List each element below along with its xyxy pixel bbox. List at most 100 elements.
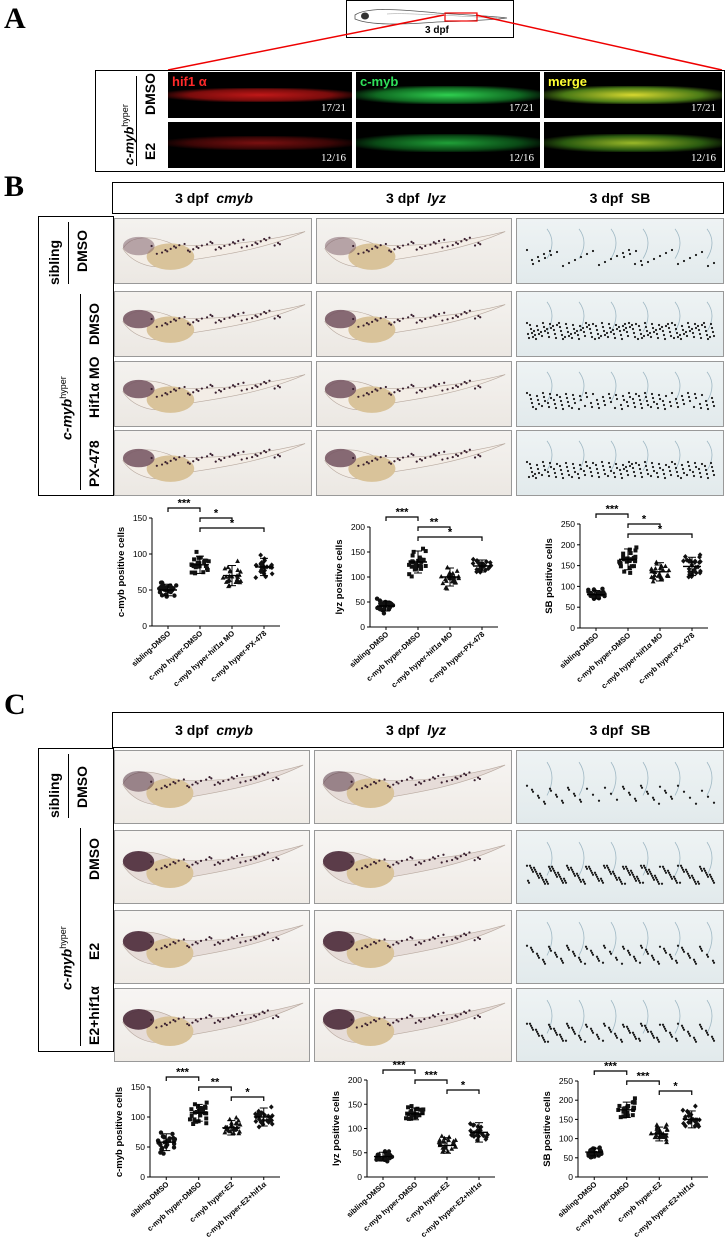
data-point [265,1113,271,1119]
data-point [478,1127,483,1133]
data-point [618,1115,623,1120]
whole-mount-image [516,750,724,824]
data-point [203,1105,208,1110]
data-point [624,559,629,564]
data-point [441,1147,447,1153]
data-point [378,601,383,606]
data-point [654,1122,660,1127]
data-point [630,1113,635,1118]
significance-label: * [214,508,219,520]
y-tick-label: 0 [357,1172,362,1182]
significance-label: ** [430,517,439,529]
data-point [269,571,275,577]
data-point [196,555,201,560]
data-point [222,1129,228,1135]
y-tick-label: 50 [564,1153,574,1163]
panel-b-header-cmyb: 3 dpf cmyb [175,190,253,206]
significance-bracket [626,1080,660,1085]
data-point [633,548,638,553]
y-tick-label: 150 [559,1114,573,1124]
data-point [618,561,623,566]
data-point [686,1119,691,1126]
data-point [421,1107,426,1112]
data-point [235,567,241,572]
significance-bracket [199,517,233,522]
data-point [475,558,480,564]
data-point [255,1112,260,1118]
data-point [449,1146,455,1151]
data-point [417,563,422,568]
panel-b-header-frame [112,182,724,214]
whole-mount-image [114,988,310,1062]
data-point [664,1127,670,1132]
data-point [235,558,240,563]
x-tick-label: c-myb hyper-DMSO [147,629,205,682]
data-point [437,1137,443,1142]
sb-stain-image-icon [525,301,716,341]
data-point [686,558,692,564]
significance-label: * [448,527,453,539]
data-point [696,1123,702,1130]
whole-mount-image [516,361,724,427]
whole-mount-image [114,430,312,496]
data-point [172,593,177,598]
data-point [414,1114,419,1119]
significance-label: * [673,1081,678,1093]
data-point [681,1120,686,1127]
data-point [162,1135,167,1140]
larva-image-icon [324,231,506,270]
y-tick-label: 250 [559,1076,573,1086]
data-point [688,559,694,565]
larva-image-icon [122,844,304,888]
data-point [666,567,672,573]
data-point [443,576,448,582]
data-point [632,1096,637,1101]
data-point [174,583,179,588]
data-point [172,1137,178,1142]
significance-label: *** [425,1070,439,1082]
significance-label: *** [396,507,410,519]
y-tick-label: 250 [561,519,575,529]
significance-label: *** [393,1060,407,1072]
data-point [629,564,634,569]
data-point [597,590,602,595]
larva-image-icon [324,304,506,343]
y-tick-label: 200 [348,1075,362,1085]
x-tick-label: c-myb hyper-DMSO [575,631,633,684]
data-point [445,565,450,570]
data-point [597,1146,602,1151]
significance-bracket [165,1076,200,1081]
data-point [381,611,387,616]
data-point [627,559,632,564]
larva-image-icon [122,231,306,270]
fluo-hif1a-e2: 12/16 [168,122,352,168]
y-tick-label: 200 [351,522,365,532]
data-point [158,580,164,585]
whole-mount-image [516,830,724,904]
y-tick-label: 0 [570,623,575,633]
data-point [697,552,703,558]
data-point [653,565,658,571]
data-point [485,1132,491,1138]
whole-mount-image [516,218,724,284]
data-point [617,1103,622,1108]
x-tick-label: c-myb hyper-hif1α MO [599,631,664,691]
data-point [474,569,480,575]
data-point [622,1106,627,1111]
data-point [223,574,229,579]
data-point [193,565,198,570]
data-point [253,574,259,581]
data-point [418,1107,423,1112]
whole-mount-image [114,218,312,284]
data-point [697,568,703,574]
data-point [452,580,458,585]
data-point [650,574,656,580]
significance-bracket [446,1089,480,1094]
significance-label: *** [178,498,192,510]
y-tick-label: 150 [561,561,575,571]
data-point [205,567,210,572]
data-point [484,559,489,565]
data-point [412,567,417,572]
schematic-stage-label: 3 dpf [425,25,449,36]
